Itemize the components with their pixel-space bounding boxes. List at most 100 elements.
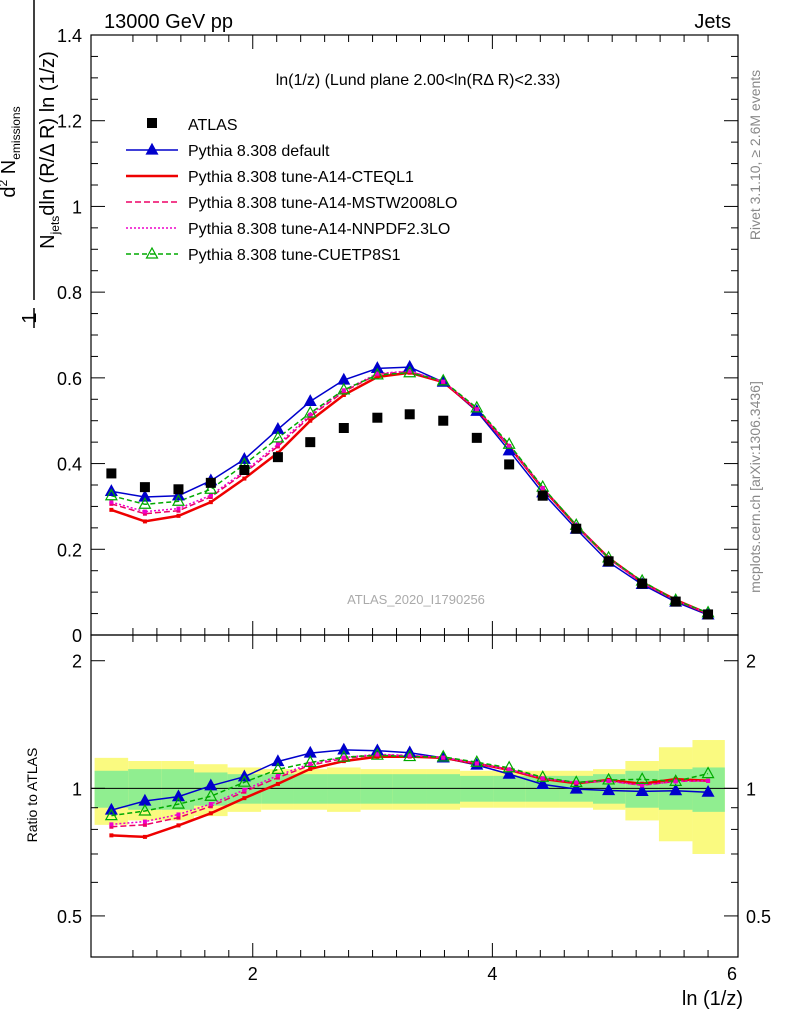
series-point-ratio xyxy=(109,822,114,827)
series-point-ratio xyxy=(142,819,147,824)
series-point-main xyxy=(104,488,118,501)
series-point-main xyxy=(275,442,280,447)
series-point-ratio xyxy=(502,766,516,779)
series-point-main xyxy=(138,489,152,502)
legend-marker xyxy=(145,246,159,259)
series-point-ratio xyxy=(142,834,147,839)
series-point-main xyxy=(502,437,516,449)
y-tick-label-main: 0.4 xyxy=(57,455,82,475)
svg-text:d2 Nemissions: d2 Nemissions xyxy=(0,106,23,197)
ratio-band-inner xyxy=(94,770,129,808)
series-point-main xyxy=(142,511,147,516)
y-axis-label-ratio: Ratio to ATLAS xyxy=(24,748,40,843)
series-point-main xyxy=(204,482,218,494)
series-point-ratio xyxy=(370,747,384,760)
legend-label: Pythia 8.308 tune-A14-MSTW2008LO xyxy=(188,195,457,212)
atlas-data-point xyxy=(139,482,150,493)
series-point-ratio xyxy=(536,777,550,790)
series-point-ratio xyxy=(109,824,114,829)
atlas-data-point xyxy=(404,409,415,420)
y-tick-label-main: 1.4 xyxy=(57,26,82,46)
series-point-main xyxy=(271,430,285,443)
ratio-band-inner xyxy=(360,774,393,804)
series-point-ratio xyxy=(470,755,484,767)
series-point-main xyxy=(208,493,213,498)
y-tick-label-main: 0.8 xyxy=(57,283,82,303)
series-point-ratio xyxy=(142,822,147,827)
series-point-ratio xyxy=(341,755,346,760)
y-tick-label-main: 1 xyxy=(72,197,82,217)
series-point-ratio xyxy=(640,783,645,788)
x-tick-label: 6 xyxy=(727,964,737,984)
series-point-main xyxy=(271,422,285,434)
ratio-band-inner xyxy=(426,774,461,804)
ratio-panel-frame xyxy=(90,634,739,958)
atlas-data-point xyxy=(637,578,648,589)
ratio-band-inner xyxy=(161,769,195,810)
series-point-ratio xyxy=(403,749,417,762)
series-point-ratio xyxy=(337,749,351,762)
header-right: Jets xyxy=(694,11,731,33)
y-tick-label-ratio-right: 2 xyxy=(746,652,756,672)
series-point-ratio xyxy=(701,766,715,779)
series-point-ratio xyxy=(574,780,579,785)
series-point-ratio xyxy=(208,802,213,807)
series-point-ratio xyxy=(606,778,611,783)
series-point-ratio xyxy=(669,774,683,786)
series-point-ratio xyxy=(176,812,181,817)
series-point-main xyxy=(242,476,247,481)
series-point-main xyxy=(176,506,181,511)
legend: ATLAS Pythia 8.308 default Pythia 8.308 tu… xyxy=(126,117,457,264)
series-point-ratio xyxy=(706,778,711,783)
series-point-ratio xyxy=(237,774,251,787)
series-point-ratio xyxy=(701,784,715,797)
rivet-version-label: Rivet 3.1.10, ≥ 2.6M events xyxy=(747,70,763,240)
series-point-ratio xyxy=(176,815,181,820)
atlas-data-point xyxy=(537,490,548,501)
series-point-ratio xyxy=(602,783,616,796)
series-point-ratio xyxy=(540,776,545,781)
atlas-data-point xyxy=(305,437,316,448)
series-point-main xyxy=(474,407,479,412)
series-point-main xyxy=(308,412,313,417)
x-axis-label: ln (1/z) xyxy=(682,988,743,1010)
series-point-ratio xyxy=(271,762,285,774)
series-point-ratio xyxy=(441,755,446,760)
series-point-main xyxy=(303,394,317,407)
atlas-data-point xyxy=(338,423,349,433)
legend-label: Pythia 8.308 default xyxy=(188,143,330,160)
series-point-ratio xyxy=(375,752,380,757)
series-point-main xyxy=(308,418,313,423)
ratio-band-inner xyxy=(392,774,427,804)
mc-markers xyxy=(104,359,715,839)
series-point-main xyxy=(470,400,484,413)
y-tick-label-ratio: 0.5 xyxy=(57,907,82,927)
series-point-main xyxy=(436,373,450,386)
y-tick-label-ratio-right: 0.5 xyxy=(746,907,771,927)
series-point-ratio xyxy=(436,749,450,762)
series-point-main xyxy=(507,444,512,449)
x-tick-label: 4 xyxy=(487,964,497,984)
y-tick-label-ratio: 2 xyxy=(72,652,82,672)
y-tick-label-main: 0 xyxy=(72,626,82,646)
series-point-main xyxy=(208,500,213,505)
series-point-ratio xyxy=(242,787,247,792)
series-point-ratio xyxy=(536,770,550,782)
series-point-ratio xyxy=(502,760,516,773)
ratio-band-inner xyxy=(327,774,361,804)
y-tick-label-main: 0.6 xyxy=(57,369,82,389)
axes xyxy=(90,34,739,958)
series-point-ratio xyxy=(569,781,583,794)
series-point-ratio xyxy=(138,803,152,816)
y-tick-label-main: 1.2 xyxy=(57,112,82,132)
y-axis-label-main: d2 Nemissions Njetsdln (R/Δ R) ln (1/z) … xyxy=(0,0,62,328)
series-line-main xyxy=(111,366,709,616)
series-point-ratio xyxy=(474,761,479,766)
series-point-main xyxy=(407,369,412,373)
series-point-ratio xyxy=(109,833,114,838)
series-point-main xyxy=(540,486,545,490)
legend-label: Pythia 8.308 tune-CUETP8S1 xyxy=(188,247,401,264)
analysis-watermark: ATLAS_2020_I1790256 xyxy=(347,592,485,607)
series-point-main xyxy=(303,405,317,418)
atlas-data-point xyxy=(372,412,383,423)
